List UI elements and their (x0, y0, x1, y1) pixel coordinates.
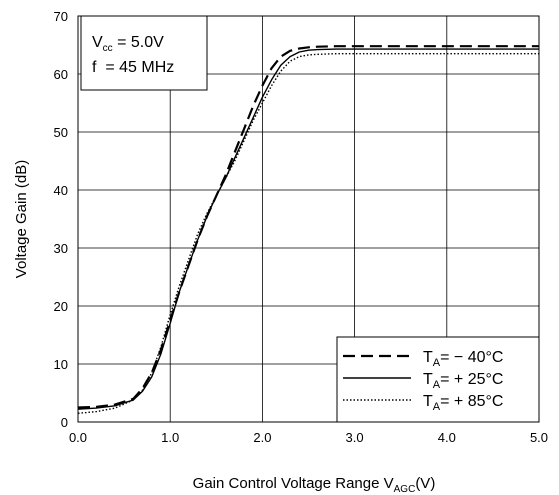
x-axis-title-suffix: (V) (415, 475, 435, 492)
series-line-solid (77, 48, 539, 410)
annotation-box (80, 15, 208, 91)
conditions-annotation: Vcc = 5.0V f = 45 MHz (80, 15, 208, 91)
legend-label: TA= + 85°C (423, 393, 503, 413)
legend: TA= − 40°CTA= + 25°CTA= + 85°C (336, 336, 540, 423)
plot-frame (77, 15, 540, 423)
x-axis-title-main: Gain Control Voltage Range V (193, 475, 394, 492)
series-line-dotted (77, 53, 539, 414)
y-tick-label: 70 (54, 9, 68, 24)
y-tick-label: 20 (54, 299, 68, 314)
series-layer (77, 45, 539, 414)
x-axis-title-subscript: AGC (394, 484, 416, 495)
x-tick-label: 4.0 (438, 430, 456, 445)
y-tick-labels: 0 10 20 30 40 50 60 70 (54, 9, 68, 430)
annotation-frequency: f = 45 MHz (92, 59, 174, 76)
y-tick-label: 10 (54, 357, 68, 372)
x-tick-label: 3.0 (346, 430, 364, 445)
y-tick-label: 60 (54, 67, 68, 82)
x-tick-label: 0.0 (69, 430, 87, 445)
y-tick-label: 50 (54, 125, 68, 140)
x-tick-label: 2.0 (253, 430, 271, 445)
legend-label: TA= − 40°C (423, 349, 503, 369)
x-tick-label: 1.0 (161, 430, 179, 445)
y-tick-label: 40 (54, 183, 68, 198)
legend-label: TA= + 25°C (423, 371, 503, 391)
x-tick-label: 5.0 (530, 430, 548, 445)
series-line-dashed (77, 45, 539, 409)
x-axis-title: Gain Control Voltage Range VAGC(V) (193, 475, 436, 495)
legend-box (336, 336, 540, 423)
annotation-vcc: Vcc = 5.0V (92, 34, 164, 54)
y-tick-label: 0 (61, 415, 68, 430)
y-tick-label: 30 (54, 241, 68, 256)
y-axis-title: Voltage Gain (dB) (13, 160, 30, 278)
x-tick-labels: 0.0 1.0 2.0 3.0 4.0 5.0 (69, 430, 548, 445)
